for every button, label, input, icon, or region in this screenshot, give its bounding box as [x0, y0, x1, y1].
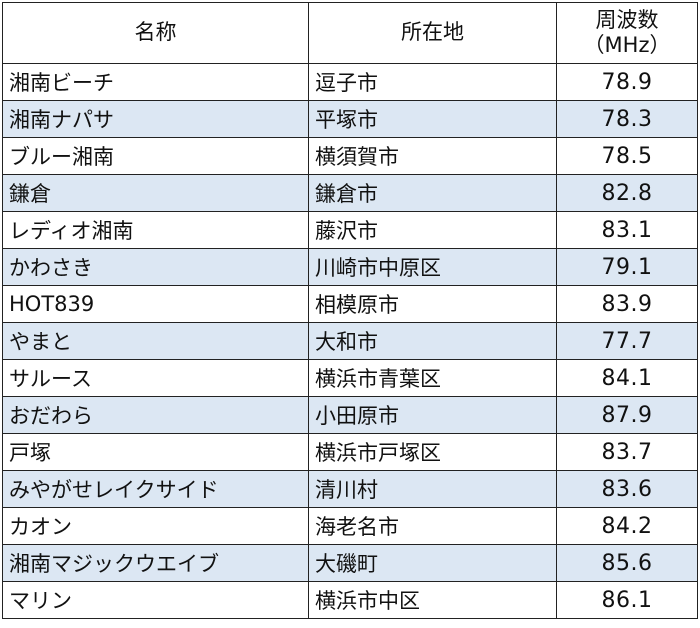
header-name: 名称 [2, 2, 309, 64]
station-frequency-cell: 83.6 [556, 470, 698, 508]
fm-station-table-container: 名称 所在地 周波数 （MHz） 湘南ビーチ 逗子市 78.9 湘南ナパサ 平塚市 78.… [2, 2, 698, 619]
station-frequency-cell: 77.7 [556, 322, 698, 360]
station-name-cell: レディオ湘南 [2, 211, 309, 249]
table-row: 戸塚 横浜市戸塚区 83.7 [2, 433, 698, 471]
station-location-cell: 川崎市中原区 [308, 248, 557, 286]
station-name-cell: やまと [2, 322, 309, 360]
station-location-cell: 横浜市戸塚区 [308, 433, 557, 471]
station-location-cell: 横浜市青葉区 [308, 359, 557, 397]
table-row: かわさき 川崎市中原区 79.1 [2, 248, 698, 286]
station-name-cell: 戸塚 [2, 433, 309, 471]
station-name-cell: HOT839 [2, 285, 309, 323]
station-frequency-cell: 78.9 [556, 63, 698, 101]
station-name-cell: 湘南ナパサ [2, 100, 309, 138]
table-row: サルース 横浜市青葉区 84.1 [2, 359, 698, 397]
station-frequency-cell: 79.1 [556, 248, 698, 286]
station-location-cell: 横須賀市 [308, 137, 557, 175]
station-location-cell: 逗子市 [308, 63, 557, 101]
table-row: 湘南マジックウエイブ 大磯町 85.6 [2, 544, 698, 582]
table-row: レディオ湘南 藤沢市 83.1 [2, 211, 698, 249]
station-frequency-cell: 83.7 [556, 433, 698, 471]
table-row: 湘南ビーチ 逗子市 78.9 [2, 63, 698, 101]
header-row: 名称 所在地 周波数 （MHz） [2, 2, 698, 64]
header-frequency-line1: 周波数 [595, 7, 659, 32]
header-frequency: 周波数 （MHz） [556, 2, 698, 64]
station-location-cell: 鎌倉市 [308, 174, 557, 212]
station-location-cell: 大和市 [308, 322, 557, 360]
station-location-cell: 海老名市 [308, 507, 557, 545]
station-frequency-cell: 84.2 [556, 507, 698, 545]
station-frequency-cell: 85.6 [556, 544, 698, 582]
station-name-cell: ブルー湘南 [2, 137, 309, 175]
station-name-cell: サルース [2, 359, 309, 397]
station-location-cell: 大磯町 [308, 544, 557, 582]
station-location-cell: 横浜市中区 [308, 581, 557, 619]
table-header: 名称 所在地 周波数 （MHz） [2, 2, 698, 64]
table-row: やまと 大和市 77.7 [2, 322, 698, 360]
table-row: 鎌倉 鎌倉市 82.8 [2, 174, 698, 212]
station-location-cell: 清川村 [308, 470, 557, 508]
station-frequency-cell: 86.1 [556, 581, 698, 619]
station-name-cell: マリン [2, 581, 309, 619]
station-frequency-cell: 87.9 [556, 396, 698, 434]
table-row: 湘南ナパサ 平塚市 78.3 [2, 100, 698, 138]
table-body: 湘南ビーチ 逗子市 78.9 湘南ナパサ 平塚市 78.3 ブルー湘南 横須賀市 78.5 鎌倉鎌… [2, 63, 698, 619]
station-frequency-cell: 78.3 [556, 100, 698, 138]
station-name-cell: みやがせレイクサイド [2, 470, 309, 508]
station-frequency-cell: 82.8 [556, 174, 698, 212]
station-location-cell: 平塚市 [308, 100, 557, 138]
station-frequency-cell: 78.5 [556, 137, 698, 175]
table-row: マリン 横浜市中区 86.1 [2, 581, 698, 619]
header-location: 所在地 [308, 2, 557, 64]
header-frequency-unit: （MHz） [583, 33, 671, 57]
station-name-cell: 湘南ビーチ [2, 63, 309, 101]
station-location-cell: 小田原市 [308, 396, 557, 434]
station-name-cell: かわさき [2, 248, 309, 286]
table-row: ブルー湘南 横須賀市 78.5 [2, 137, 698, 175]
table-row: みやがせレイクサイド 清川村 83.6 [2, 470, 698, 508]
fm-station-table: 名称 所在地 周波数 （MHz） 湘南ビーチ 逗子市 78.9 湘南ナパサ 平塚市 78.… [2, 2, 698, 619]
station-frequency-cell: 84.1 [556, 359, 698, 397]
station-name-cell: 鎌倉 [2, 174, 309, 212]
table-row: カオン 海老名市 84.2 [2, 507, 698, 545]
station-name-cell: おだわら [2, 396, 309, 434]
station-location-cell: 藤沢市 [308, 211, 557, 249]
station-frequency-cell: 83.1 [556, 211, 698, 249]
station-frequency-cell: 83.9 [556, 285, 698, 323]
table-row: HOT839 相模原市 83.9 [2, 285, 698, 323]
station-name-cell: カオン [2, 507, 309, 545]
station-name-cell: 湘南マジックウエイブ [2, 544, 309, 582]
table-row: おだわら 小田原市 87.9 [2, 396, 698, 434]
station-location-cell: 相模原市 [308, 285, 557, 323]
